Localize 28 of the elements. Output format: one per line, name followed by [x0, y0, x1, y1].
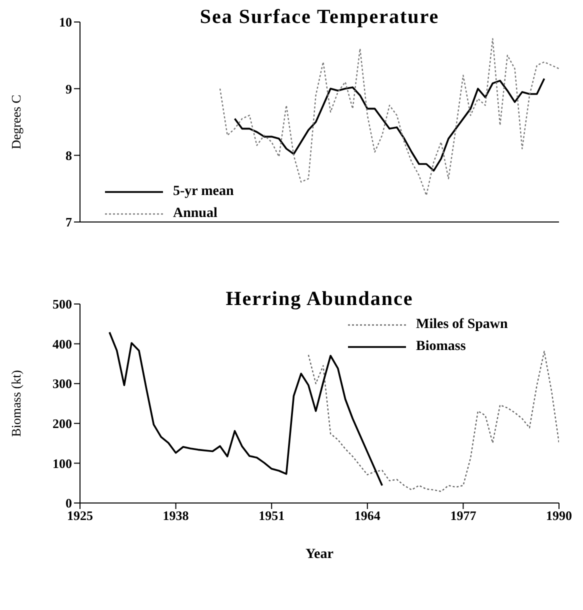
x-tick-label: 1951	[258, 508, 285, 524]
y-tick-label: 300	[52, 376, 72, 392]
legend-label: 5-yr mean	[173, 184, 234, 200]
x-tick-label: 1990	[546, 508, 572, 524]
legend-label: Annual	[173, 206, 218, 222]
y-axis-title: Degrees C	[8, 94, 24, 150]
y-tick-label: 200	[52, 416, 72, 432]
x-axis-title: Year	[306, 547, 334, 562]
y-tick-label: 8	[66, 148, 72, 163]
x-tick-label: 1977	[450, 508, 477, 524]
y-tick-label: 10	[59, 14, 72, 30]
y-tick-label: 100	[52, 456, 72, 471]
chart-title: Herring Abundance	[224, 288, 414, 311]
line-series	[108, 331, 384, 486]
y-axis-title: Biomass (kt)	[8, 370, 24, 437]
y-tick-label: 7	[66, 214, 72, 230]
line-series	[308, 350, 559, 492]
chart-title: Sea Surface Temperature	[198, 6, 440, 29]
y-tick-label: 0	[66, 496, 72, 511]
y-tick-label: 500	[52, 296, 72, 312]
y-tick-label: 9	[66, 81, 72, 96]
line-series	[234, 78, 546, 172]
y-tick-label: 400	[52, 336, 72, 352]
x-tick-label: 1938	[162, 508, 190, 524]
legend-label: Miles of Spawn	[416, 317, 508, 333]
x-tick-label: 1925	[67, 508, 94, 524]
legend-label: Biomass	[416, 339, 466, 355]
x-tick-label: 1964	[354, 508, 381, 524]
